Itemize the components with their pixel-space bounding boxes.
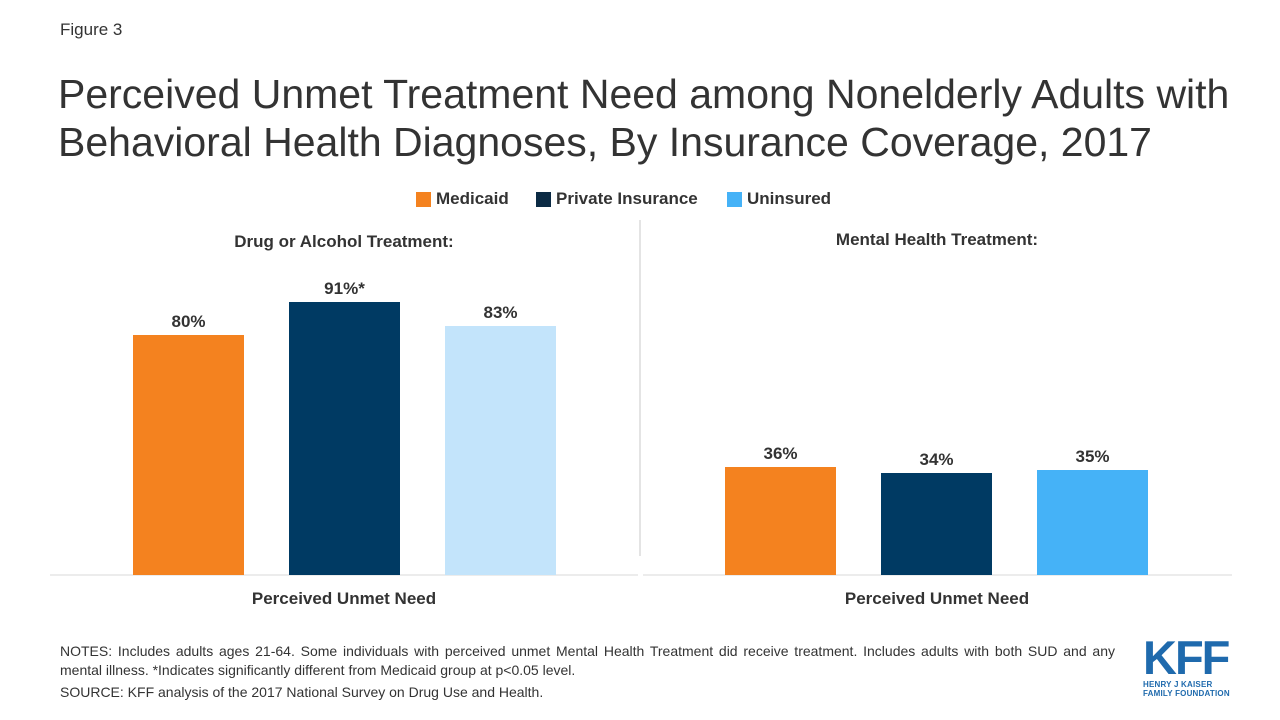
bar-mental-health-uninsured (1037, 470, 1148, 575)
logo-line-1: HENRY J KAISER (1143, 680, 1213, 689)
panel-title-drug-alcohol: Drug or Alcohol Treatment: (234, 232, 453, 251)
data-label-drug-alcohol-private-insurance: 91%* (324, 279, 365, 298)
chart-title: Perceived Unmet Treatment Need among Non… (58, 71, 1230, 165)
bar-drug-alcohol-uninsured (445, 326, 556, 575)
kff-logo: KFF HENRY J KAISER FAMILY FOUNDATION (1143, 631, 1235, 698)
figure-label: Figure 3 (60, 20, 123, 39)
logo-mark: KFF (1143, 631, 1230, 684)
data-label-mental-health-private-insurance: 34% (919, 450, 953, 469)
x-axis-label-left: Perceived Unmet Need (252, 589, 436, 608)
legend-item-medicaid: Medicaid (416, 189, 509, 209)
data-label-mental-health-medicaid: 36% (763, 444, 797, 463)
legend-item-uninsured: Uninsured (727, 189, 831, 209)
legend-label-medicaid: Medicaid (436, 189, 509, 208)
legend-swatch-private-insurance (536, 191, 551, 207)
bars-group: 80% 91%* 83% 36% 34% 35% (133, 279, 1148, 575)
data-label-mental-health-uninsured: 35% (1075, 447, 1109, 466)
notes-text: NOTES: Includes adults ages 21-64. Some … (60, 643, 1115, 678)
logo-line-2: FAMILY FOUNDATION (1143, 689, 1230, 698)
x-axis-label-right: Perceived Unmet Need (845, 589, 1029, 608)
bar-mental-health-medicaid (725, 467, 836, 575)
bar-drug-alcohol-medicaid (133, 335, 244, 575)
bar-mental-health-private-insurance (881, 473, 992, 575)
source-text: SOURCE: KFF analysis of the 2017 Nationa… (60, 684, 544, 700)
panel-title-mental-health: Mental Health Treatment: (836, 230, 1038, 249)
legend-label-uninsured: Uninsured (747, 189, 832, 208)
legend-label-private-insurance: Private Insurance (556, 189, 698, 208)
data-label-drug-alcohol-medicaid: 80% (171, 312, 205, 331)
legend-item-private-insurance: Private Insurance (536, 189, 698, 209)
bar-drug-alcohol-private-insurance (289, 302, 400, 575)
legend-swatch-medicaid (416, 191, 431, 207)
data-label-drug-alcohol-uninsured: 83% (483, 303, 517, 322)
legend-swatch-uninsured (727, 191, 742, 207)
